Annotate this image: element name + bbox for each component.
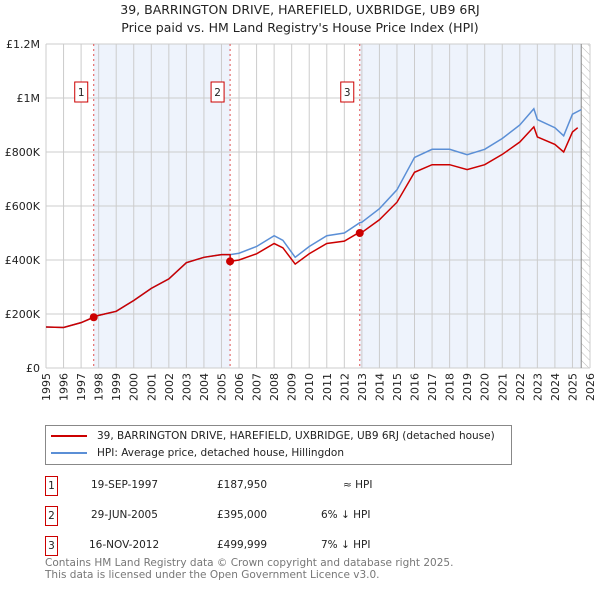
- sale-price: £499,999: [217, 539, 268, 551]
- x-tick-label: 2022: [514, 373, 527, 401]
- x-tick-label: 2021: [496, 373, 509, 401]
- marker-badge: 2: [45, 506, 58, 526]
- sale-marker-box: [74, 81, 89, 103]
- x-tick-label: 2024: [549, 373, 562, 401]
- sale-marker-label: 1: [78, 87, 85, 99]
- chart-subtitle: Price paid vs. HM Land Registry's House …: [121, 20, 479, 35]
- x-tick-label: 2018: [444, 373, 457, 401]
- sale-marker-label: 2: [214, 87, 221, 99]
- x-tick-label: 2006: [233, 373, 246, 401]
- x-tick-label: 1996: [58, 373, 71, 401]
- x-tick-label: 2005: [215, 373, 228, 401]
- x-tick-label: 2017: [426, 373, 439, 401]
- x-tick-label: 2011: [321, 373, 334, 401]
- price-chart: 1995 1996 1997 1998 1999 2000 2001 2002 2003 2004…: [5, 38, 597, 401]
- sale-hpi-relation: 7% ↓ HPI: [321, 539, 371, 551]
- x-tick-label: 2009: [286, 373, 299, 401]
- legend-hpi: HPI: Average price, detached house, Hill…: [97, 447, 344, 459]
- x-tick-label: 1995: [40, 373, 53, 401]
- x-tick-label: 2025: [566, 373, 579, 401]
- sale-point: [355, 229, 364, 238]
- sale-marker-label: 3: [344, 87, 351, 99]
- x-tick-label: 2012: [338, 373, 351, 401]
- legend-property: 39, BARRINGTON DRIVE, HAREFIELD, UXBRIDG…: [97, 430, 495, 442]
- chart-title: 39, BARRINGTON DRIVE, HAREFIELD, UXBRIDG…: [120, 2, 480, 17]
- x-tick-label: 2019: [461, 373, 474, 401]
- sale-date: 19-SEP-1997: [91, 479, 159, 491]
- sale-row: 1 19-SEP-1997 £187,950 ≈ HPI: [45, 476, 372, 496]
- y-tick-label: £600K: [5, 200, 41, 213]
- blue-line-swatch: [51, 452, 87, 454]
- sale-marker-box: [210, 81, 225, 103]
- sale-marker-box: [340, 81, 355, 103]
- sale-date: 29-JUN-2005: [91, 509, 158, 521]
- sale-price: £187,950: [217, 479, 268, 491]
- y-tick-label: £400K: [5, 254, 41, 267]
- y-tick-label: £1M: [17, 92, 41, 105]
- x-tick-label: 2014: [373, 373, 386, 401]
- sale-point: [226, 257, 235, 266]
- x-tick-label: 2013: [356, 373, 369, 401]
- x-tick-label: 2001: [145, 373, 158, 401]
- x-tick-label: 2002: [163, 373, 176, 401]
- y-tick-label: £200K: [5, 308, 41, 321]
- x-tick-label: 1997: [75, 373, 88, 401]
- x-tick-label: 2008: [268, 373, 281, 401]
- sale-hpi-relation: 6% ↓ HPI: [321, 509, 371, 521]
- x-tick-label: 1998: [93, 373, 106, 401]
- marker-badge: 3: [45, 536, 58, 556]
- x-tick-label: 2004: [198, 373, 211, 401]
- sale-hpi-relation: ≈ HPI: [343, 479, 373, 491]
- footer-line: Contains HM Land Registry data © Crown c…: [45, 557, 454, 569]
- y-tick-label: £0: [26, 362, 40, 375]
- sale-row: 2 29-JUN-2005 £395,000 6% ↓ HPI: [45, 506, 370, 526]
- legend: 39, BARRINGTON DRIVE, HAREFIELD, UXBRIDG…: [45, 425, 512, 465]
- x-tick-label: 2000: [128, 373, 141, 401]
- x-tick-label: 2023: [531, 373, 544, 401]
- footer: Contains HM Land Registry data © Crown c…: [45, 557, 453, 581]
- x-tick-label: 2020: [479, 373, 492, 401]
- sale-row: 3 16-NOV-2012 £499,999 7% ↓ HPI: [45, 536, 370, 556]
- x-tick-label: 2015: [391, 373, 404, 401]
- sale-point: [89, 313, 98, 322]
- x-tick-label: 2007: [251, 373, 264, 401]
- y-tick-label: £1.2M: [6, 38, 40, 51]
- x-tick-label: 2016: [409, 373, 422, 401]
- x-tick-label: 2003: [180, 373, 193, 401]
- red-line-swatch: [51, 435, 87, 437]
- marker-badge: 1: [45, 476, 58, 496]
- footer-line: This data is licensed under the Open Gov…: [45, 569, 380, 581]
- x-tick-label: 1999: [110, 373, 123, 401]
- sale-date: 16-NOV-2012: [89, 539, 160, 551]
- x-tick-label: 2026: [584, 373, 597, 401]
- property-price-line: [45, 125, 579, 329]
- sale-price: £395,000: [217, 509, 268, 521]
- y-tick-label: £800K: [5, 146, 41, 159]
- x-tick-label: 2010: [303, 373, 316, 401]
